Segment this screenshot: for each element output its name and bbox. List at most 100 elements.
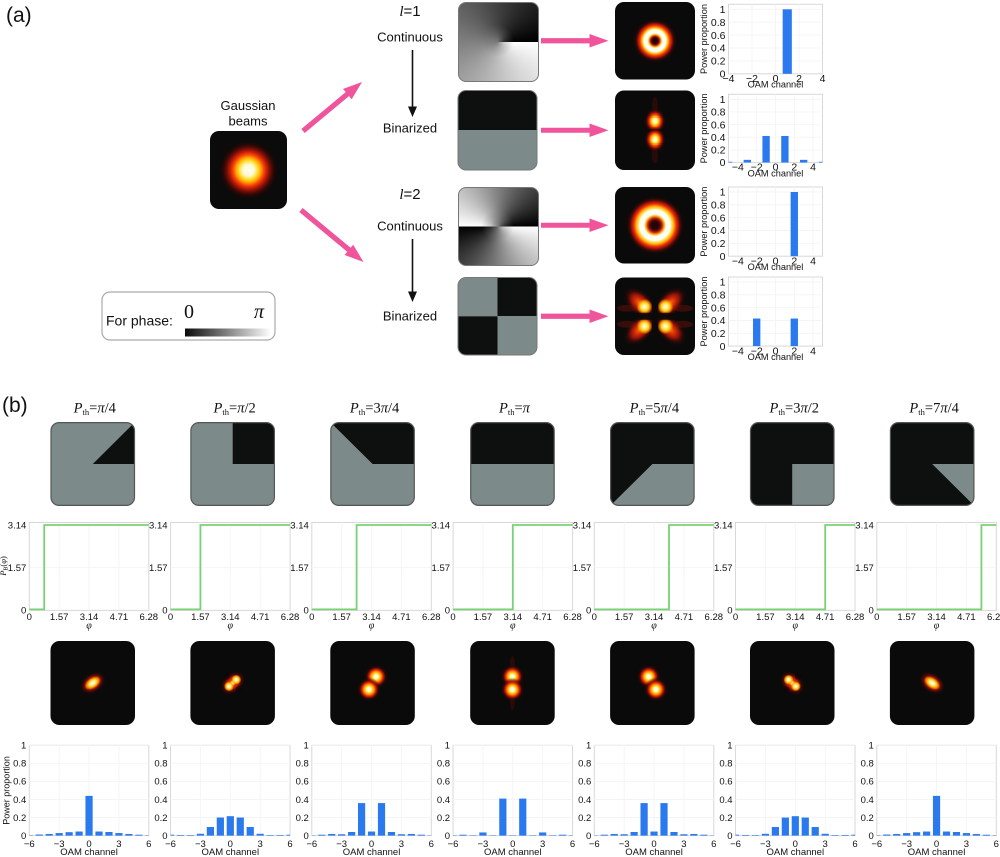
- svg-text:0.4: 0.4: [861, 795, 874, 806]
- svg-text:Binarized: Binarized: [383, 121, 437, 136]
- svg-text:1: 1: [162, 741, 167, 752]
- svg-text:4: 4: [810, 345, 816, 357]
- svg-text:0: 0: [27, 612, 32, 623]
- svg-text:0.4: 0.4: [578, 795, 591, 806]
- svg-text:Power proportion: Power proportion: [699, 277, 709, 347]
- svg-text:(b): (b): [2, 394, 28, 417]
- svg-text:4.71: 4.71: [957, 612, 976, 623]
- svg-text:1: 1: [869, 741, 874, 752]
- svg-text:0.6: 0.6: [578, 777, 591, 788]
- svg-text:4.71: 4.71: [533, 612, 552, 623]
- svg-text:Continuous: Continuous: [377, 219, 443, 234]
- svg-text:0: 0: [445, 831, 450, 842]
- svg-text:2: 2: [796, 73, 802, 85]
- svg-text:3.14: 3.14: [290, 520, 309, 531]
- svg-text:0: 0: [934, 839, 939, 850]
- svg-text:−3: −3: [478, 839, 489, 850]
- svg-text:4: 4: [810, 255, 816, 267]
- svg-text:0: 0: [445, 606, 450, 617]
- svg-text:OAM channel: OAM channel: [748, 168, 804, 178]
- svg-text:0.4: 0.4: [711, 132, 726, 144]
- svg-text:1.57: 1.57: [855, 563, 874, 574]
- svg-text:φ: φ: [228, 621, 234, 632]
- svg-text:−6: −6: [871, 839, 882, 850]
- svg-text:3.14: 3.14: [927, 612, 946, 623]
- svg-text:Pth=5π/4: Pth=5π/4: [629, 401, 680, 418]
- svg-text:Pth=π: Pth=π: [498, 401, 531, 418]
- svg-text:0.8: 0.8: [711, 289, 726, 301]
- svg-text:Continuous: Continuous: [377, 30, 443, 45]
- svg-text:0.8: 0.8: [13, 759, 26, 770]
- svg-text:1.57: 1.57: [474, 612, 493, 623]
- svg-text:0.2: 0.2: [711, 238, 726, 250]
- svg-text:1: 1: [304, 741, 309, 752]
- svg-text:0: 0: [651, 839, 656, 850]
- svg-text:φ: φ: [369, 621, 375, 632]
- svg-text:OAM channel: OAM channel: [748, 80, 804, 90]
- svg-text:−3: −3: [54, 839, 65, 850]
- svg-text:1.57: 1.57: [756, 612, 775, 623]
- svg-text:1.57: 1.57: [432, 563, 451, 574]
- svg-text:OAM channel: OAM channel: [767, 847, 825, 857]
- svg-text:−4: −4: [732, 255, 744, 267]
- svg-text:0: 0: [304, 831, 309, 842]
- svg-text:0: 0: [86, 839, 91, 850]
- svg-text:0.4: 0.4: [13, 795, 26, 806]
- svg-text:1.57: 1.57: [897, 612, 916, 623]
- svg-text:π: π: [254, 301, 265, 323]
- svg-text:0.8: 0.8: [296, 759, 309, 770]
- svg-text:4: 4: [810, 162, 816, 174]
- svg-text:0: 0: [773, 162, 779, 174]
- svg-text:l=1: l=1: [399, 3, 420, 20]
- svg-text:−6: −6: [165, 839, 176, 850]
- svg-text:−4: −4: [732, 345, 744, 357]
- svg-text:0: 0: [733, 612, 738, 623]
- svg-text:0.2: 0.2: [296, 813, 309, 824]
- svg-text:0: 0: [773, 345, 779, 357]
- svg-text:0.2: 0.2: [861, 813, 874, 824]
- svg-text:0: 0: [869, 831, 874, 842]
- svg-text:−3: −3: [195, 839, 206, 850]
- svg-text:4.71: 4.71: [816, 612, 835, 623]
- svg-text:Pth=π/2: Pth=π/2: [213, 401, 256, 418]
- svg-text:0.6: 0.6: [711, 119, 726, 131]
- svg-text:OAM channel: OAM channel: [60, 847, 118, 857]
- svg-text:0.8: 0.8: [437, 759, 450, 770]
- svg-text:4.71: 4.71: [675, 612, 694, 623]
- svg-text:6: 6: [287, 839, 292, 850]
- svg-text:−4: −4: [723, 73, 735, 85]
- svg-text:0: 0: [592, 612, 597, 623]
- svg-text:3: 3: [116, 839, 121, 850]
- svg-text:φ: φ: [86, 621, 92, 632]
- svg-text:0.6: 0.6: [719, 777, 732, 788]
- svg-text:1: 1: [586, 741, 591, 752]
- svg-text:3.14: 3.14: [714, 520, 733, 531]
- svg-text:−6: −6: [589, 839, 600, 850]
- svg-text:3.14: 3.14: [786, 612, 805, 623]
- svg-text:OAM channel: OAM channel: [625, 847, 683, 857]
- svg-text:0: 0: [228, 839, 233, 850]
- svg-text:0.2: 0.2: [711, 56, 726, 68]
- svg-text:Power proportion: Power proportion: [2, 756, 12, 825]
- svg-text:Pth=π/4: Pth=π/4: [73, 401, 117, 418]
- svg-text:Power proportion: Power proportion: [699, 187, 709, 257]
- svg-text:0: 0: [450, 612, 455, 623]
- svg-text:0: 0: [510, 839, 515, 850]
- svg-text:0: 0: [720, 341, 726, 353]
- svg-text:−3: −3: [901, 839, 912, 850]
- svg-text:3: 3: [681, 839, 686, 850]
- svg-text:OAM channel: OAM channel: [343, 847, 401, 857]
- svg-text:3.14: 3.14: [432, 520, 451, 531]
- svg-text:1: 1: [720, 4, 726, 16]
- svg-text:0.4: 0.4: [154, 795, 167, 806]
- svg-text:0: 0: [874, 612, 879, 623]
- svg-text:4.71: 4.71: [251, 612, 270, 623]
- svg-text:4.71: 4.71: [110, 612, 129, 623]
- svg-text:OAM channel: OAM channel: [202, 847, 260, 857]
- svg-text:l=2: l=2: [399, 186, 420, 203]
- svg-text:3.14: 3.14: [362, 612, 381, 623]
- svg-text:−2: −2: [751, 255, 763, 267]
- svg-text:6.28: 6.28: [281, 612, 300, 623]
- svg-text:Power proportion: Power proportion: [699, 4, 709, 74]
- svg-text:1.57: 1.57: [573, 563, 592, 574]
